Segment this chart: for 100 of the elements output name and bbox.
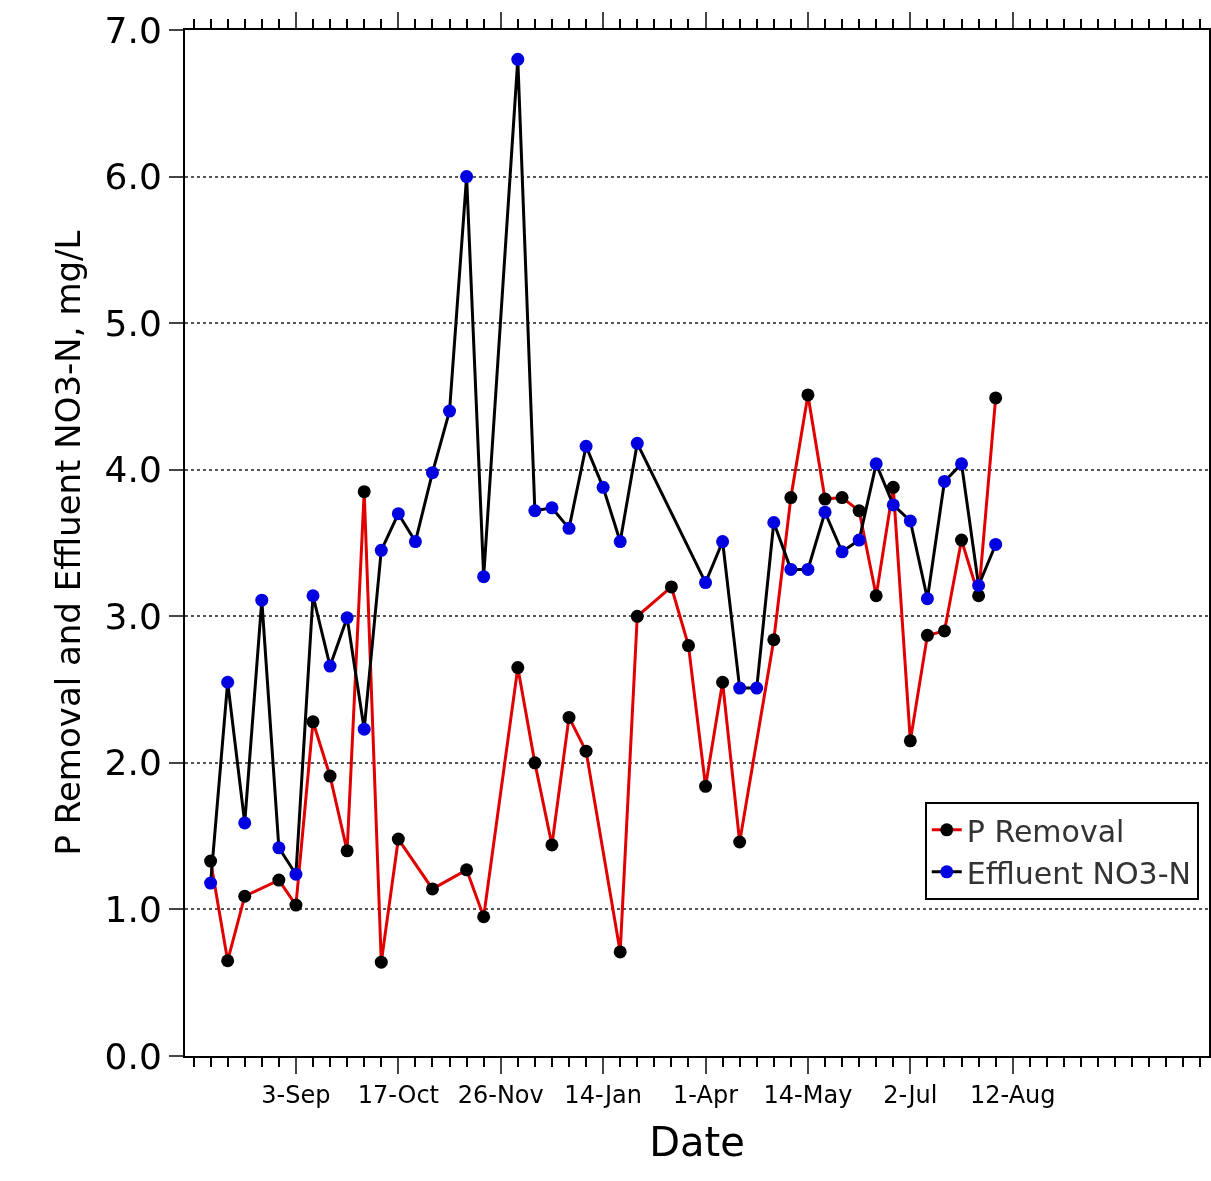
point (425, 882, 439, 896)
point (903, 734, 917, 748)
point (596, 480, 610, 494)
point (255, 593, 269, 607)
point (306, 715, 320, 729)
point (204, 876, 218, 890)
point (391, 832, 405, 846)
legend-label: P Removal (966, 813, 1125, 849)
point (716, 535, 730, 549)
point (835, 545, 849, 559)
y-axis-title: P Removal and Effluent NO3-N, mg/L (47, 230, 88, 856)
point (374, 955, 388, 969)
point (528, 756, 542, 770)
point (272, 873, 286, 887)
point (323, 769, 337, 783)
point (886, 498, 900, 512)
point (818, 492, 832, 506)
y-tick-label: 1.0 (104, 889, 162, 931)
point (767, 515, 781, 529)
x-tick-label: 14-May (763, 1080, 853, 1109)
point (425, 466, 439, 480)
x-tick-label: 12-Aug (969, 1080, 1056, 1109)
point (903, 514, 917, 528)
y-tick-label: 3.0 (104, 595, 162, 637)
point (238, 816, 252, 830)
point (664, 580, 678, 594)
x-tick-label: 1-Apr (673, 1080, 739, 1109)
point (562, 521, 576, 535)
point (613, 945, 627, 959)
point (630, 609, 644, 623)
y-tick-label: 7.0 (104, 9, 162, 51)
point (784, 562, 798, 576)
point (937, 474, 951, 488)
point (272, 841, 286, 855)
point (613, 535, 627, 549)
x-tick-label: 2-Jul (883, 1080, 938, 1109)
point (767, 633, 781, 647)
point (630, 436, 644, 450)
point (221, 675, 235, 689)
y-tick-label: 2.0 (104, 742, 162, 784)
x-tick-label: 14-Jan (564, 1080, 642, 1109)
point (579, 744, 593, 758)
point (443, 404, 457, 418)
point (852, 533, 866, 547)
point (937, 624, 951, 638)
point (716, 675, 730, 689)
point (221, 954, 235, 968)
point (972, 579, 986, 592)
point (340, 611, 354, 625)
point (835, 491, 849, 505)
point (477, 570, 491, 584)
point (801, 562, 815, 576)
point (852, 504, 866, 518)
point (733, 835, 747, 849)
y-tick-label: 4.0 (104, 449, 162, 491)
point (357, 722, 371, 736)
point (750, 681, 764, 695)
point (699, 779, 713, 793)
x-axis-title: Date (649, 1118, 745, 1165)
point (323, 659, 337, 673)
y-tick-label: 6.0 (104, 156, 162, 198)
point (460, 863, 474, 877)
point (699, 576, 713, 590)
point (289, 898, 303, 912)
x-tick-label: 17-Oct (357, 1080, 440, 1109)
point (869, 457, 883, 471)
point (733, 681, 747, 695)
point (391, 507, 405, 521)
point (477, 910, 491, 924)
point (374, 543, 388, 557)
point (528, 504, 542, 518)
point (460, 170, 474, 184)
x-tick-label: 26-Nov (457, 1080, 544, 1109)
legend-label: Effluent NO3-N (966, 855, 1191, 891)
point (989, 391, 1003, 405)
point (340, 844, 354, 858)
point (306, 589, 320, 603)
point (511, 52, 525, 66)
point (784, 491, 798, 505)
point (920, 628, 934, 642)
point (681, 639, 695, 653)
point (238, 889, 252, 903)
point (955, 533, 969, 547)
point (579, 439, 593, 453)
point (562, 710, 576, 724)
point (545, 501, 559, 515)
point (289, 867, 303, 881)
y-tick-label: 5.0 (104, 302, 162, 344)
point (920, 592, 934, 606)
x-tick-label: 3-Sep (261, 1080, 331, 1109)
point (818, 505, 832, 519)
point (545, 838, 559, 852)
point (989, 537, 1003, 551)
point (511, 661, 525, 675)
y-tick-label: 0.0 (104, 1035, 162, 1077)
point (357, 485, 371, 499)
point (801, 388, 815, 402)
point (869, 589, 883, 603)
point (886, 480, 900, 494)
point (955, 457, 969, 471)
